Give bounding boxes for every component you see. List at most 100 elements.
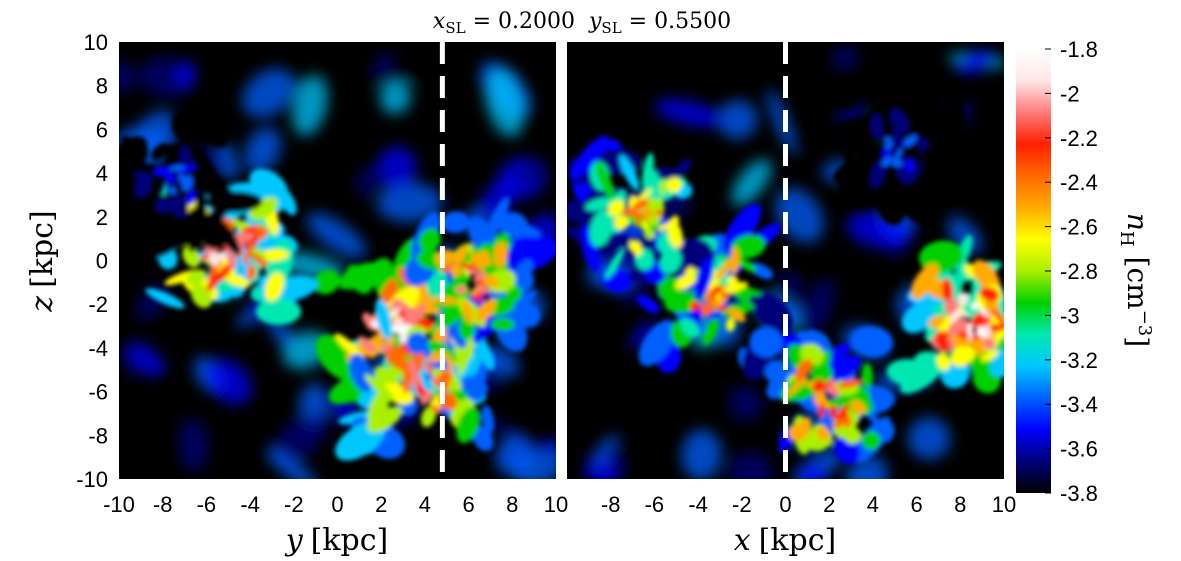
density-blob <box>971 302 980 310</box>
density-blob <box>749 262 774 280</box>
dense-layer <box>119 111 556 461</box>
density-blob <box>725 317 736 332</box>
y-tick-label: -10 <box>76 467 108 492</box>
density-blob <box>119 194 141 220</box>
density-blob <box>701 303 713 317</box>
density-blob <box>752 291 793 335</box>
density-blob <box>680 318 700 338</box>
density-blob <box>870 160 886 188</box>
density-blob <box>199 209 218 228</box>
density-blob <box>778 426 792 455</box>
density-blob <box>798 462 827 479</box>
density-blob <box>941 81 968 108</box>
colorbar-tick-label: -2.2 <box>1060 126 1098 151</box>
y-tick-label: 8 <box>96 74 108 99</box>
density-blob <box>992 309 1004 326</box>
density-blob <box>644 228 656 239</box>
density-blob <box>788 423 808 433</box>
y-tick-label: 0 <box>96 249 108 274</box>
right-x-axis-label: x [kpc] <box>734 523 837 558</box>
density-blob <box>338 262 382 290</box>
density-blob <box>871 114 883 139</box>
density-blob <box>726 276 739 286</box>
density-blob <box>675 273 697 290</box>
density-blob <box>456 406 481 444</box>
density-blob <box>716 259 732 280</box>
right-x-tick-labels: -8 -6 -4 -2 0 2 4 6 8 10 <box>601 492 1016 517</box>
density-blob <box>227 252 236 270</box>
density-blob <box>504 237 556 272</box>
colorbar-tick-label: -3.4 <box>1060 392 1098 417</box>
density-blob <box>179 164 196 175</box>
colorbar-tick-labels: -1.8 -2 -2.2 -2.4 -2.6 -2.8 -3 -3.2 -3.4 -3.6 -3.8 <box>1045 37 1098 506</box>
density-blob <box>988 313 1004 335</box>
density-blob <box>958 292 968 307</box>
density-blob <box>826 343 851 363</box>
density-blob <box>125 219 139 240</box>
density-blob <box>195 192 207 214</box>
density-blob <box>689 301 701 311</box>
right-density-field <box>567 45 1004 479</box>
density-blob <box>886 359 932 387</box>
density-blob <box>861 431 881 450</box>
density-blob <box>659 248 682 274</box>
density-blob <box>942 278 953 305</box>
density-blob <box>831 45 858 71</box>
density-blob <box>874 181 884 211</box>
density-blob <box>387 306 401 320</box>
density-blob <box>638 319 677 367</box>
left-y-tick-labels: 10 8 6 4 2 0 -2 -4 -6 -8 -10 <box>76 30 108 492</box>
x-tick-label: 10 <box>544 492 568 517</box>
density-blob <box>364 374 396 403</box>
density-blob <box>519 157 547 190</box>
x-tick-label: -10 <box>103 492 135 517</box>
density-blob <box>246 264 256 281</box>
density-blob <box>404 379 419 389</box>
density-blob <box>186 269 206 286</box>
density-blob <box>175 209 188 217</box>
density-blob <box>828 405 838 416</box>
density-blob <box>831 412 850 420</box>
density-blob <box>138 219 189 259</box>
density-blob <box>890 109 909 133</box>
density-blob <box>903 135 918 147</box>
density-blob <box>209 203 233 223</box>
density-blob <box>960 453 987 479</box>
density-blob <box>731 159 772 206</box>
density-blob <box>470 252 484 272</box>
density-blob <box>837 174 875 199</box>
density-blob <box>379 278 398 310</box>
density-blob <box>206 188 228 210</box>
density-blob <box>947 217 982 255</box>
density-blob <box>447 355 454 376</box>
density-blob <box>581 225 600 272</box>
x-tick-label: 0 <box>331 492 343 517</box>
x-tick-label: 2 <box>375 492 387 517</box>
density-blob <box>124 342 166 377</box>
density-blob <box>737 258 757 273</box>
dense-layer <box>567 70 1004 465</box>
density-blob <box>119 157 143 190</box>
density-blob <box>838 379 862 389</box>
density-blob <box>392 359 413 371</box>
density-blob <box>119 356 137 385</box>
density-blob <box>244 127 282 174</box>
density-blob <box>171 111 196 140</box>
density-blob <box>385 346 407 363</box>
density-blob <box>425 360 433 375</box>
density-blob <box>936 186 981 208</box>
colorbar-tick-label: -2.8 <box>1060 259 1098 284</box>
density-blob <box>390 298 399 312</box>
density-blob <box>659 178 667 196</box>
x-tick-label: -8 <box>153 492 173 517</box>
density-blob <box>667 221 683 249</box>
colorbar-tick-label: -2.4 <box>1060 170 1098 195</box>
x-tick-label: -6 <box>645 492 665 517</box>
density-blob <box>731 234 766 259</box>
density-blob <box>813 395 830 409</box>
colorbar-tick-label: -3.2 <box>1060 348 1098 373</box>
colorbar-tick-label: -2.6 <box>1060 215 1098 240</box>
x-tick-label: 10 <box>992 492 1016 517</box>
density-blob <box>481 405 495 435</box>
